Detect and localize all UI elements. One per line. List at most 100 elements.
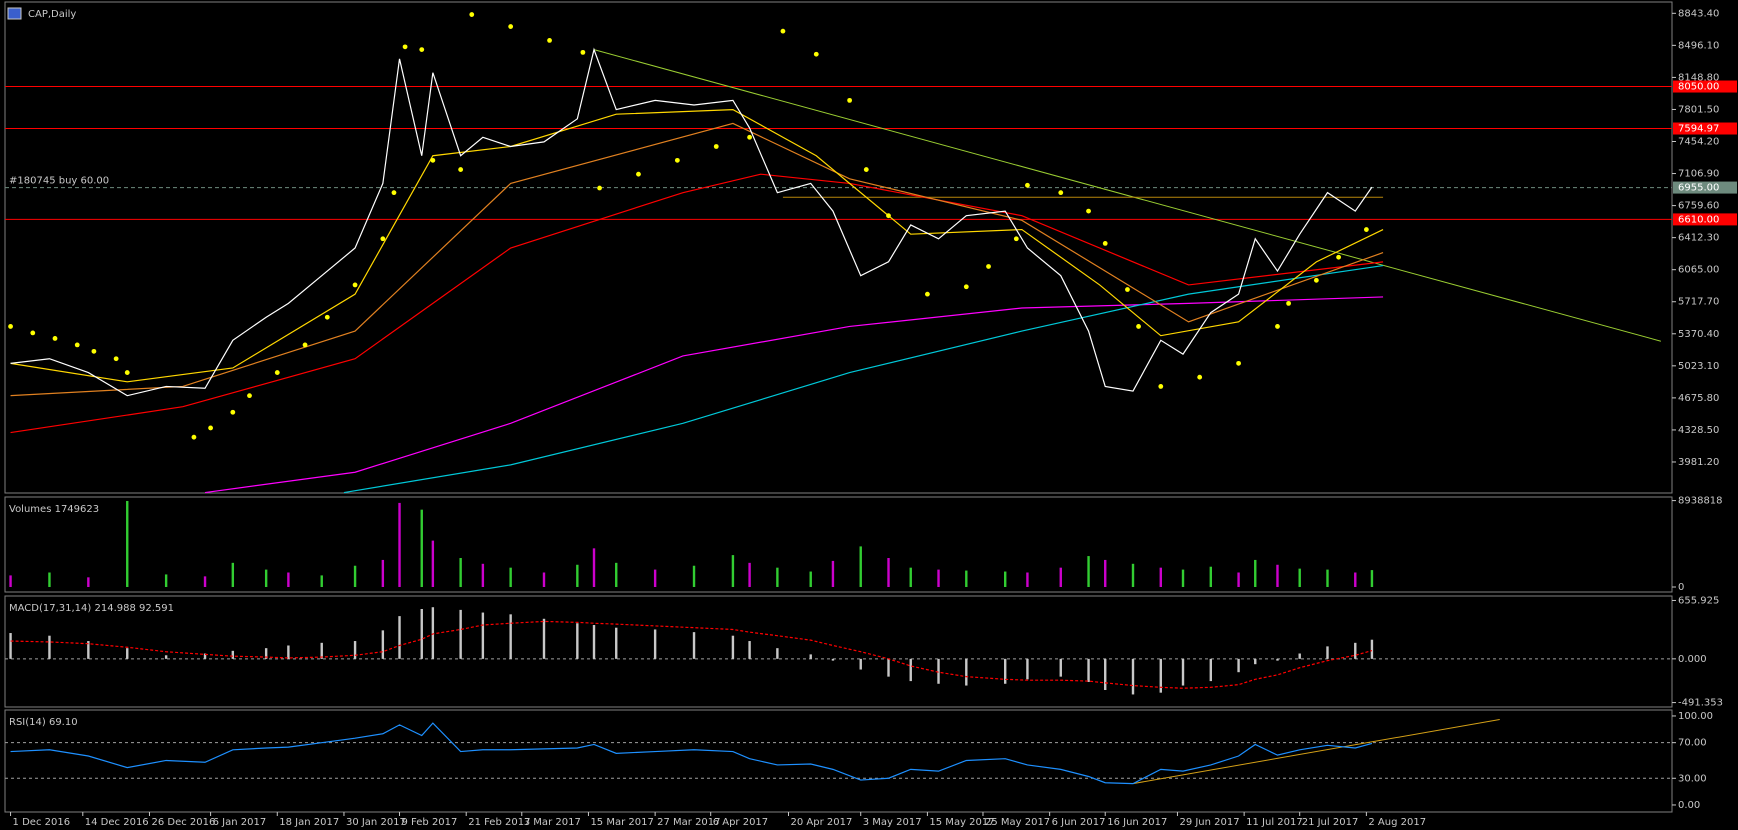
sar-dot [274, 370, 280, 375]
sar-dot [402, 44, 408, 50]
window-icon [7, 7, 22, 20]
panel-title: Volumes 1749623 [9, 504, 99, 515]
volume-bar [431, 540, 435, 588]
trendline [1132, 719, 1500, 785]
y-tick-label: 655.925 [1678, 595, 1719, 606]
macd-bar [592, 625, 596, 659]
macd-bar [748, 641, 751, 659]
panel-frame [4, 496, 1673, 593]
y-tick-label: 0.000 [1678, 654, 1707, 665]
x-tick-label: 6 Apr 2017 [713, 817, 768, 828]
sar-dot [302, 342, 308, 348]
x-tick-label: 3 Mar 2017 [524, 817, 581, 828]
macd-bar [653, 629, 657, 659]
sar-dot [963, 284, 969, 290]
macd-bar [542, 618, 546, 659]
series-line [343, 264, 1384, 494]
sar-dot [1136, 324, 1141, 329]
x-tick-label: 18 Jan 2017 [279, 817, 339, 828]
y-tick-label: -491.353 [1678, 698, 1723, 709]
x-tick-label: 11 Jul 2017 [1246, 817, 1303, 828]
volume-bar [1181, 569, 1185, 588]
y-tick-label: 4328.50 [1678, 425, 1719, 436]
y-tick-label: 8496.10 [1678, 40, 1719, 51]
series-line [10, 173, 1384, 434]
price-tag [1673, 80, 1737, 93]
macd-bar [1159, 658, 1162, 693]
x-tick-label: 29 Jun 2017 [1179, 817, 1239, 828]
macd-bar [909, 658, 912, 682]
sar-dot [352, 282, 358, 288]
y-tick-label: 3981.20 [1678, 457, 1719, 468]
sar-dot [1275, 324, 1280, 329]
sar-dot [986, 264, 991, 269]
volume-bar [353, 565, 357, 588]
sar-dot [713, 144, 719, 149]
macd-bar [264, 648, 268, 659]
sar-dot [74, 342, 80, 348]
x-tick-label: 6 Jan 2017 [213, 817, 267, 828]
sar-dot [430, 157, 436, 163]
macd-bar [381, 630, 385, 659]
panel-frame [4, 1, 1673, 494]
series-line [10, 122, 1384, 397]
volume-bar [398, 502, 401, 588]
x-tick-label: 3 May 2017 [863, 817, 922, 828]
volume-bar [1159, 567, 1162, 588]
macd-bar [615, 627, 618, 659]
y-tick-label: 7801.50 [1678, 104, 1719, 115]
macd-bar [965, 658, 968, 686]
volume-bar [937, 569, 940, 588]
volume-bar [1326, 569, 1329, 588]
volume-bar [287, 572, 290, 588]
macd-bar [1004, 658, 1007, 684]
volume-bar [576, 564, 579, 588]
volume-bar [1059, 567, 1062, 588]
price-tag-label: 6955.00 [1678, 183, 1719, 194]
panel-title: RSI(14) 69.10 [9, 717, 78, 728]
macd-bar [353, 641, 357, 659]
volume-bar [481, 563, 485, 588]
macd-bar [1059, 658, 1062, 677]
series-line [10, 47, 1373, 397]
sar-dot [1086, 208, 1091, 214]
volume-bar [459, 558, 462, 588]
y-tick-label: 70.00 [1678, 738, 1707, 749]
y-tick-label: 5717.70 [1678, 297, 1719, 308]
volume-bar [1298, 568, 1301, 588]
macd-bar [320, 642, 323, 659]
macd-bar [1276, 658, 1279, 661]
sar-dot [324, 314, 330, 320]
y-tick-label: 8843.40 [1678, 8, 1719, 19]
volume-bar [509, 567, 512, 588]
macd-bar [87, 641, 90, 659]
macd-bar [431, 607, 435, 659]
macd-bar [509, 614, 512, 659]
y-tick-label: 5023.10 [1678, 361, 1719, 372]
volume-bar [1276, 564, 1279, 588]
volume-bar [231, 562, 235, 588]
panel-frame [4, 709, 1673, 813]
volume-bar [809, 571, 812, 588]
x-tick-label: 26 Dec 2016 [151, 817, 215, 828]
sar-dot [1286, 300, 1291, 306]
volume-bar [1370, 570, 1374, 588]
series-line [10, 620, 1373, 689]
volume-bar [731, 555, 735, 588]
y-tick-label: 6759.60 [1678, 201, 1719, 212]
volume-bar [1131, 563, 1135, 588]
y-tick-label: 5370.40 [1678, 329, 1719, 340]
sar-dot [124, 370, 130, 375]
macd-bar [48, 635, 51, 659]
macd-bar [692, 632, 696, 659]
sar-dot [1236, 360, 1241, 366]
x-tick-label: 14 Dec 2016 [85, 817, 149, 828]
macd-bar [859, 658, 862, 670]
macd-bar [287, 645, 290, 659]
y-tick-label: 30.00 [1678, 773, 1707, 784]
sar-dot [863, 167, 869, 172]
macd-bar [231, 650, 235, 659]
trendline [593, 49, 1662, 342]
